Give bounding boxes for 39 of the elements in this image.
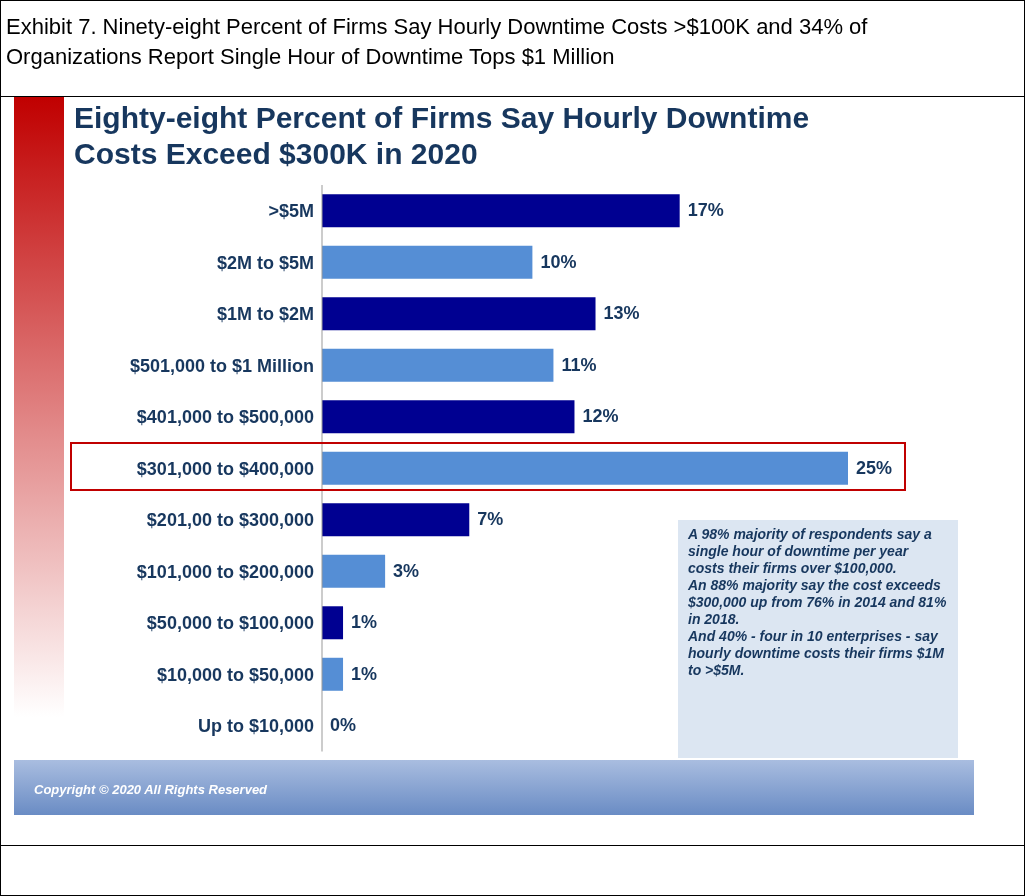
data-label: 7% (477, 508, 504, 531)
y-tick-label: $501,000 to $1 Million (129, 355, 314, 376)
data-label: 1% (351, 611, 378, 634)
bar (322, 451, 848, 485)
annotation: An 88% majority say the cost exceeds $300,000 up from 76% in 2014 and 81% in 2018. (688, 577, 948, 628)
y-tick-label: $301,000 to $400,000 (136, 458, 314, 479)
y-tick-label: $50,000 to $100,000 (146, 613, 314, 634)
bar (322, 503, 470, 537)
data-label: 3% (393, 559, 420, 583)
data-label: 0% (330, 714, 357, 737)
data-label: 25% (856, 456, 893, 480)
bar (322, 606, 344, 640)
data-label: 11% (561, 353, 597, 377)
chart-title: Exhibit 7. Ninety-eight Percent of Firms Say Hourly Downtime Costs >$100K and 34% of Organizations Report Single Hour of Downtime Tops $1 Million (6, 13, 869, 71)
y-tick-label: $1M to $2M (216, 304, 314, 325)
data-label: 17% (687, 199, 724, 222)
annotation: And 40% - four in 10 enterprises - say hourly downtime costs their firms $1M to >$5M. (688, 628, 945, 679)
data-label: 1% (351, 662, 378, 686)
bar (322, 554, 386, 588)
note-box: A 98% majority of respondents say a single hour of downtime per year costs their firms over $100,000. An 88% majority say the cost exceeds $300,000 up from 76% in 2014 and 81% in 2018. And 40% - four in 10 enterprises - say hourly downtime costs their firms $1M to >$5M. (678, 520, 958, 758)
y-tick-label: $201,00 to $300,000 (146, 510, 314, 531)
y-tick-label: $401,000 to $500,000 (136, 407, 314, 428)
data-label: 10% (540, 250, 577, 274)
y-tick-label: >$5M (268, 201, 314, 222)
y-tick-label: $2M to $5M (216, 252, 314, 273)
bar (322, 245, 533, 279)
y-tick-label: $101,000 to $200,000 (136, 561, 314, 582)
bar (322, 348, 554, 382)
text: Copyright © 2020 All Rights Reserved (34, 782, 268, 797)
data-label: 12% (582, 405, 619, 428)
chart-subtitle: Eighty-eight Percent of Firms Say Hourly Downtime Costs Exceed $300K in 2020 (74, 100, 811, 172)
bar (322, 297, 596, 331)
bar (322, 194, 680, 228)
y-tick-label: Up to $10,000 (197, 716, 314, 737)
bar (322, 400, 575, 434)
annotation: A 98% majority of respondents say a single hour of downtime per year costs their firms over $100,000. (688, 526, 933, 577)
y-tick-label: $10,000 to $50,000 (156, 664, 314, 685)
data-label: 13% (603, 302, 640, 325)
bar (322, 657, 344, 691)
